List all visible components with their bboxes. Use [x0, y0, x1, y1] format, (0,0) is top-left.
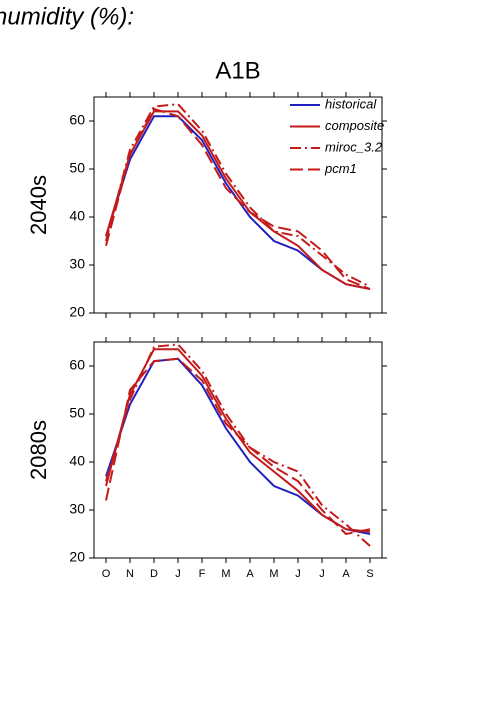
x-tick-label: A: [246, 568, 254, 580]
chart-title: A1B: [215, 57, 260, 84]
y-axis-label: 2080s: [26, 420, 51, 480]
legend-label: historical: [325, 96, 377, 111]
x-tick-label: M: [221, 568, 230, 580]
heading: humidity (%):: [0, 3, 134, 30]
y-tick-label: 30: [69, 501, 85, 517]
x-tick-label: O: [102, 568, 111, 580]
y-tick-label: 30: [69, 256, 85, 272]
y-tick-label: 40: [69, 453, 85, 469]
legend-label: pcm1: [324, 161, 357, 176]
y-tick-label: 40: [69, 208, 85, 224]
y-tick-label: 50: [69, 160, 85, 176]
x-tick-label: F: [199, 568, 206, 580]
legend-label: composite: [325, 118, 384, 133]
x-tick-label: J: [295, 568, 301, 580]
plot-frame: [93, 96, 383, 314]
y-tick-label: 20: [69, 549, 85, 565]
x-tick-label: N: [126, 568, 134, 580]
x-tick-label: M: [269, 568, 278, 580]
x-tick-label: J: [319, 568, 325, 580]
y-tick-label: 60: [69, 112, 85, 128]
y-tick-label: 60: [69, 357, 85, 373]
y-axis-label: 2040s: [26, 175, 51, 235]
x-tick-label: S: [366, 568, 373, 580]
line: [105, 343, 371, 547]
x-tick-label: J: [175, 568, 181, 580]
x-tick-label: D: [150, 568, 158, 580]
legend-label: miroc_3.2: [325, 139, 383, 154]
x-tick-label: A: [342, 568, 350, 580]
line: [105, 357, 371, 535]
line: [105, 107, 371, 290]
y-tick-label: 50: [69, 405, 85, 421]
y-tick-label: 20: [69, 304, 85, 320]
line: [105, 103, 371, 288]
line: [105, 357, 371, 536]
plot-frame: [93, 341, 383, 559]
